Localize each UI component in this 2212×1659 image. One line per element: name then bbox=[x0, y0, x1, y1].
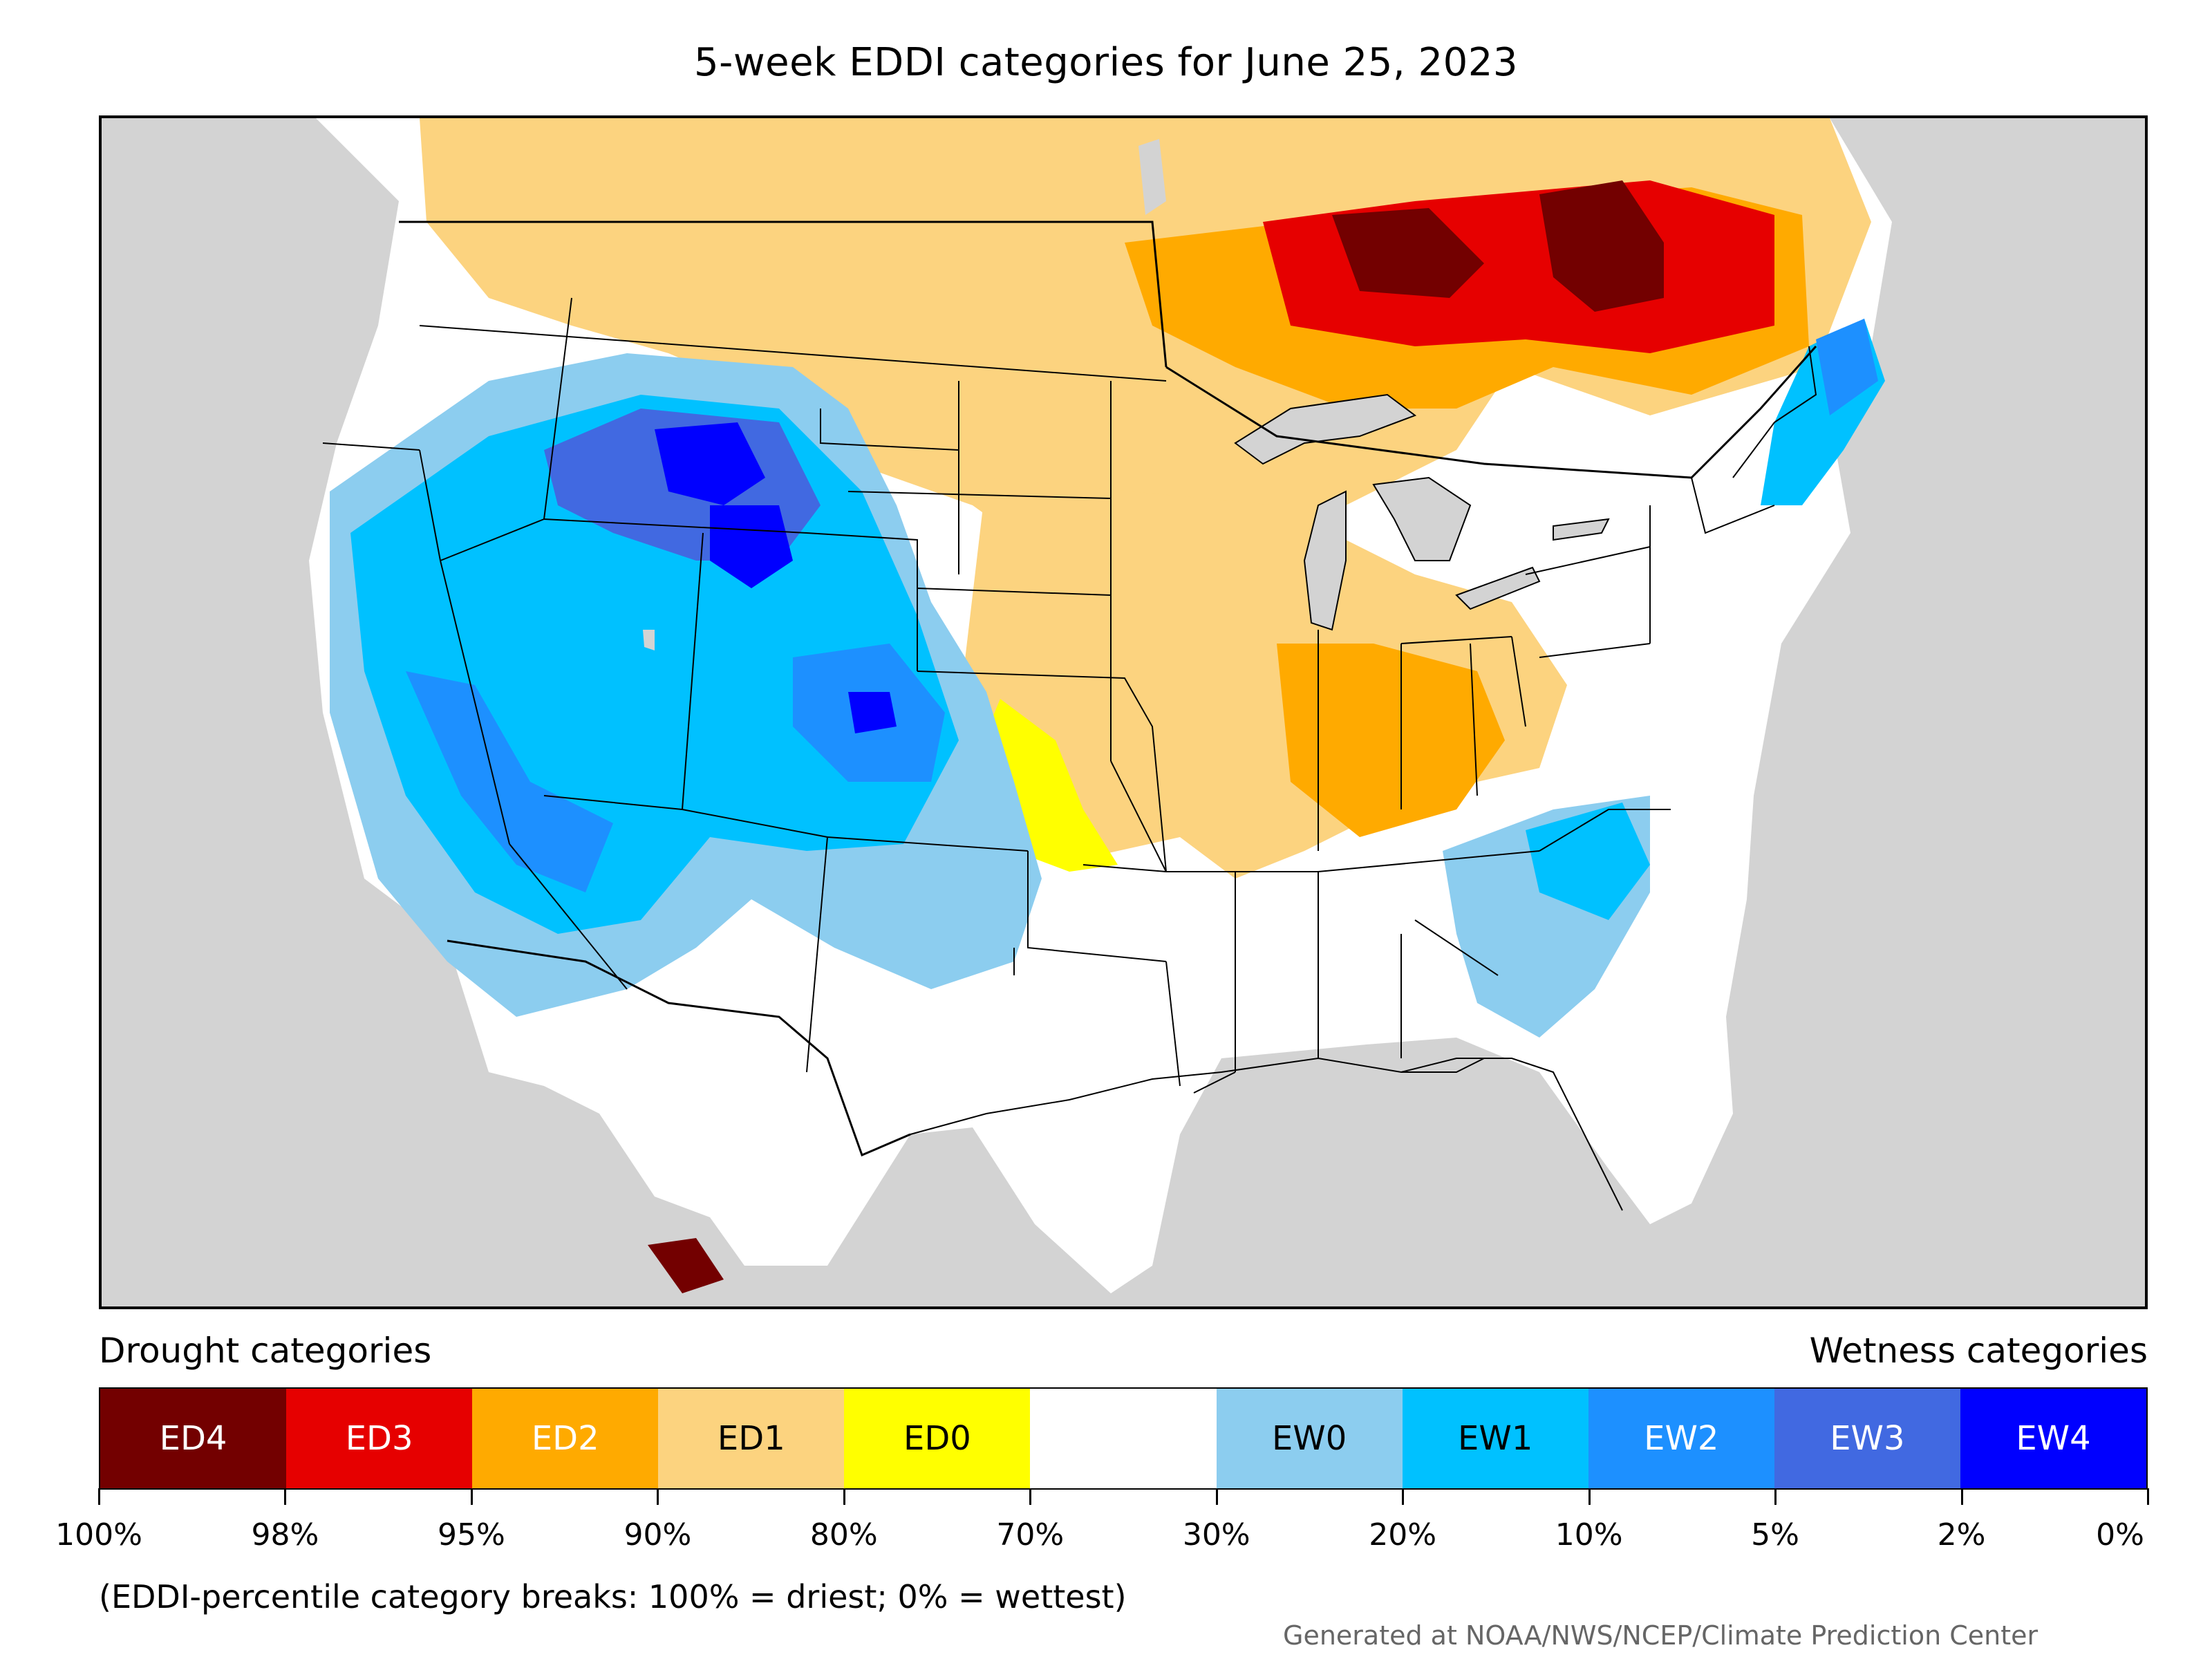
legend-tick bbox=[1774, 1488, 1777, 1505]
credit-line: Generated at NOAA/NWS/NCEP/Climate Predi… bbox=[1283, 1620, 2038, 1651]
legend-tick-label: 80% bbox=[809, 1517, 878, 1553]
region-ew4-north bbox=[655, 422, 765, 505]
legend-cell-ew1: EW1 bbox=[1402, 1389, 1588, 1488]
legend-cell-ew3: EW3 bbox=[1774, 1389, 1960, 1488]
wetness-heading: Wetness categories bbox=[1809, 1331, 2148, 1371]
region-ed4-mexico bbox=[648, 1238, 724, 1293]
region-ew4-colorado bbox=[848, 692, 897, 733]
lake-ontario bbox=[1553, 518, 1610, 541]
great-salt-lake bbox=[643, 630, 655, 650]
legend-tick-label: 100% bbox=[55, 1517, 142, 1553]
legend-tick-label: 95% bbox=[438, 1517, 505, 1553]
legend-tick bbox=[2147, 1488, 2149, 1505]
legend-cell-ew4: EW4 bbox=[1960, 1389, 2147, 1488]
lake-michigan bbox=[1303, 490, 1347, 631]
legend-tick-label: 2% bbox=[1937, 1517, 1986, 1553]
region-ew4-wyoming bbox=[710, 505, 793, 588]
legend-cell-ed2: ED2 bbox=[472, 1389, 659, 1488]
legend-cell-ew0: EW0 bbox=[1216, 1389, 1403, 1488]
legend-tick bbox=[284, 1488, 287, 1505]
region-ew1-southeast bbox=[1526, 803, 1650, 920]
lake-erie bbox=[1455, 566, 1541, 610]
legend-cell-normal bbox=[1030, 1389, 1217, 1488]
region-ed4-east bbox=[1539, 180, 1664, 312]
gulf-coastline bbox=[910, 1057, 1623, 1211]
eddi-map bbox=[99, 115, 2148, 1309]
drought-heading: Drought categories bbox=[99, 1331, 432, 1371]
legend-tick-label: 70% bbox=[996, 1517, 1065, 1553]
legend-tick-label: 30% bbox=[1182, 1517, 1250, 1553]
legend-tick-label: 5% bbox=[1751, 1517, 1799, 1553]
legend-tick-label: 90% bbox=[624, 1517, 692, 1553]
region-ed2-illinois bbox=[1277, 644, 1505, 837]
legend-cell-ew2: EW2 bbox=[1588, 1389, 1774, 1488]
legend-cell-ed4: ED4 bbox=[100, 1389, 287, 1488]
national-borders bbox=[399, 221, 1817, 1157]
region-ew2-northeast bbox=[1816, 319, 1878, 415]
legend-tick bbox=[470, 1488, 473, 1505]
legend-tick bbox=[1402, 1488, 1405, 1505]
map-canvas bbox=[102, 118, 2145, 1306]
category-note: (EDDI-percentile category breaks: 100% =… bbox=[99, 1578, 1127, 1615]
lake-superior bbox=[1234, 393, 1417, 465]
legend-ticks bbox=[98, 1488, 2149, 1509]
legend-cell-ed3: ED3 bbox=[286, 1389, 473, 1488]
legend-tick bbox=[1215, 1488, 1218, 1505]
legend-tick bbox=[98, 1488, 100, 1505]
legend-tick-label: 10% bbox=[1555, 1517, 1623, 1553]
map-title: 5-week EDDI categories for June 25, 2023 bbox=[694, 40, 1518, 85]
region-ew2-west bbox=[406, 671, 613, 892]
state-borders bbox=[322, 297, 1817, 1094]
legend-tick-label: 20% bbox=[1369, 1517, 1437, 1553]
legend-tick bbox=[843, 1488, 845, 1505]
legend-tick bbox=[1960, 1488, 1963, 1505]
legend-cell-ed1: ED1 bbox=[658, 1389, 845, 1488]
legend-tick bbox=[1588, 1488, 1591, 1505]
lake-huron bbox=[1372, 476, 1472, 561]
category-legend: ED4 ED3 ED2 ED1 ED0 EW0 EW1 EW2 EW3 EW4 bbox=[99, 1387, 2148, 1490]
legend-tick bbox=[657, 1488, 659, 1505]
legend-tick-label: 0% bbox=[2096, 1517, 2144, 1553]
legend-cell-ed0: ED0 bbox=[844, 1389, 1031, 1488]
legend-tick-label: 98% bbox=[251, 1517, 319, 1553]
legend-tick bbox=[1029, 1488, 1032, 1505]
region-ed4 bbox=[1332, 208, 1484, 298]
lake-winnipeg bbox=[1138, 139, 1166, 215]
